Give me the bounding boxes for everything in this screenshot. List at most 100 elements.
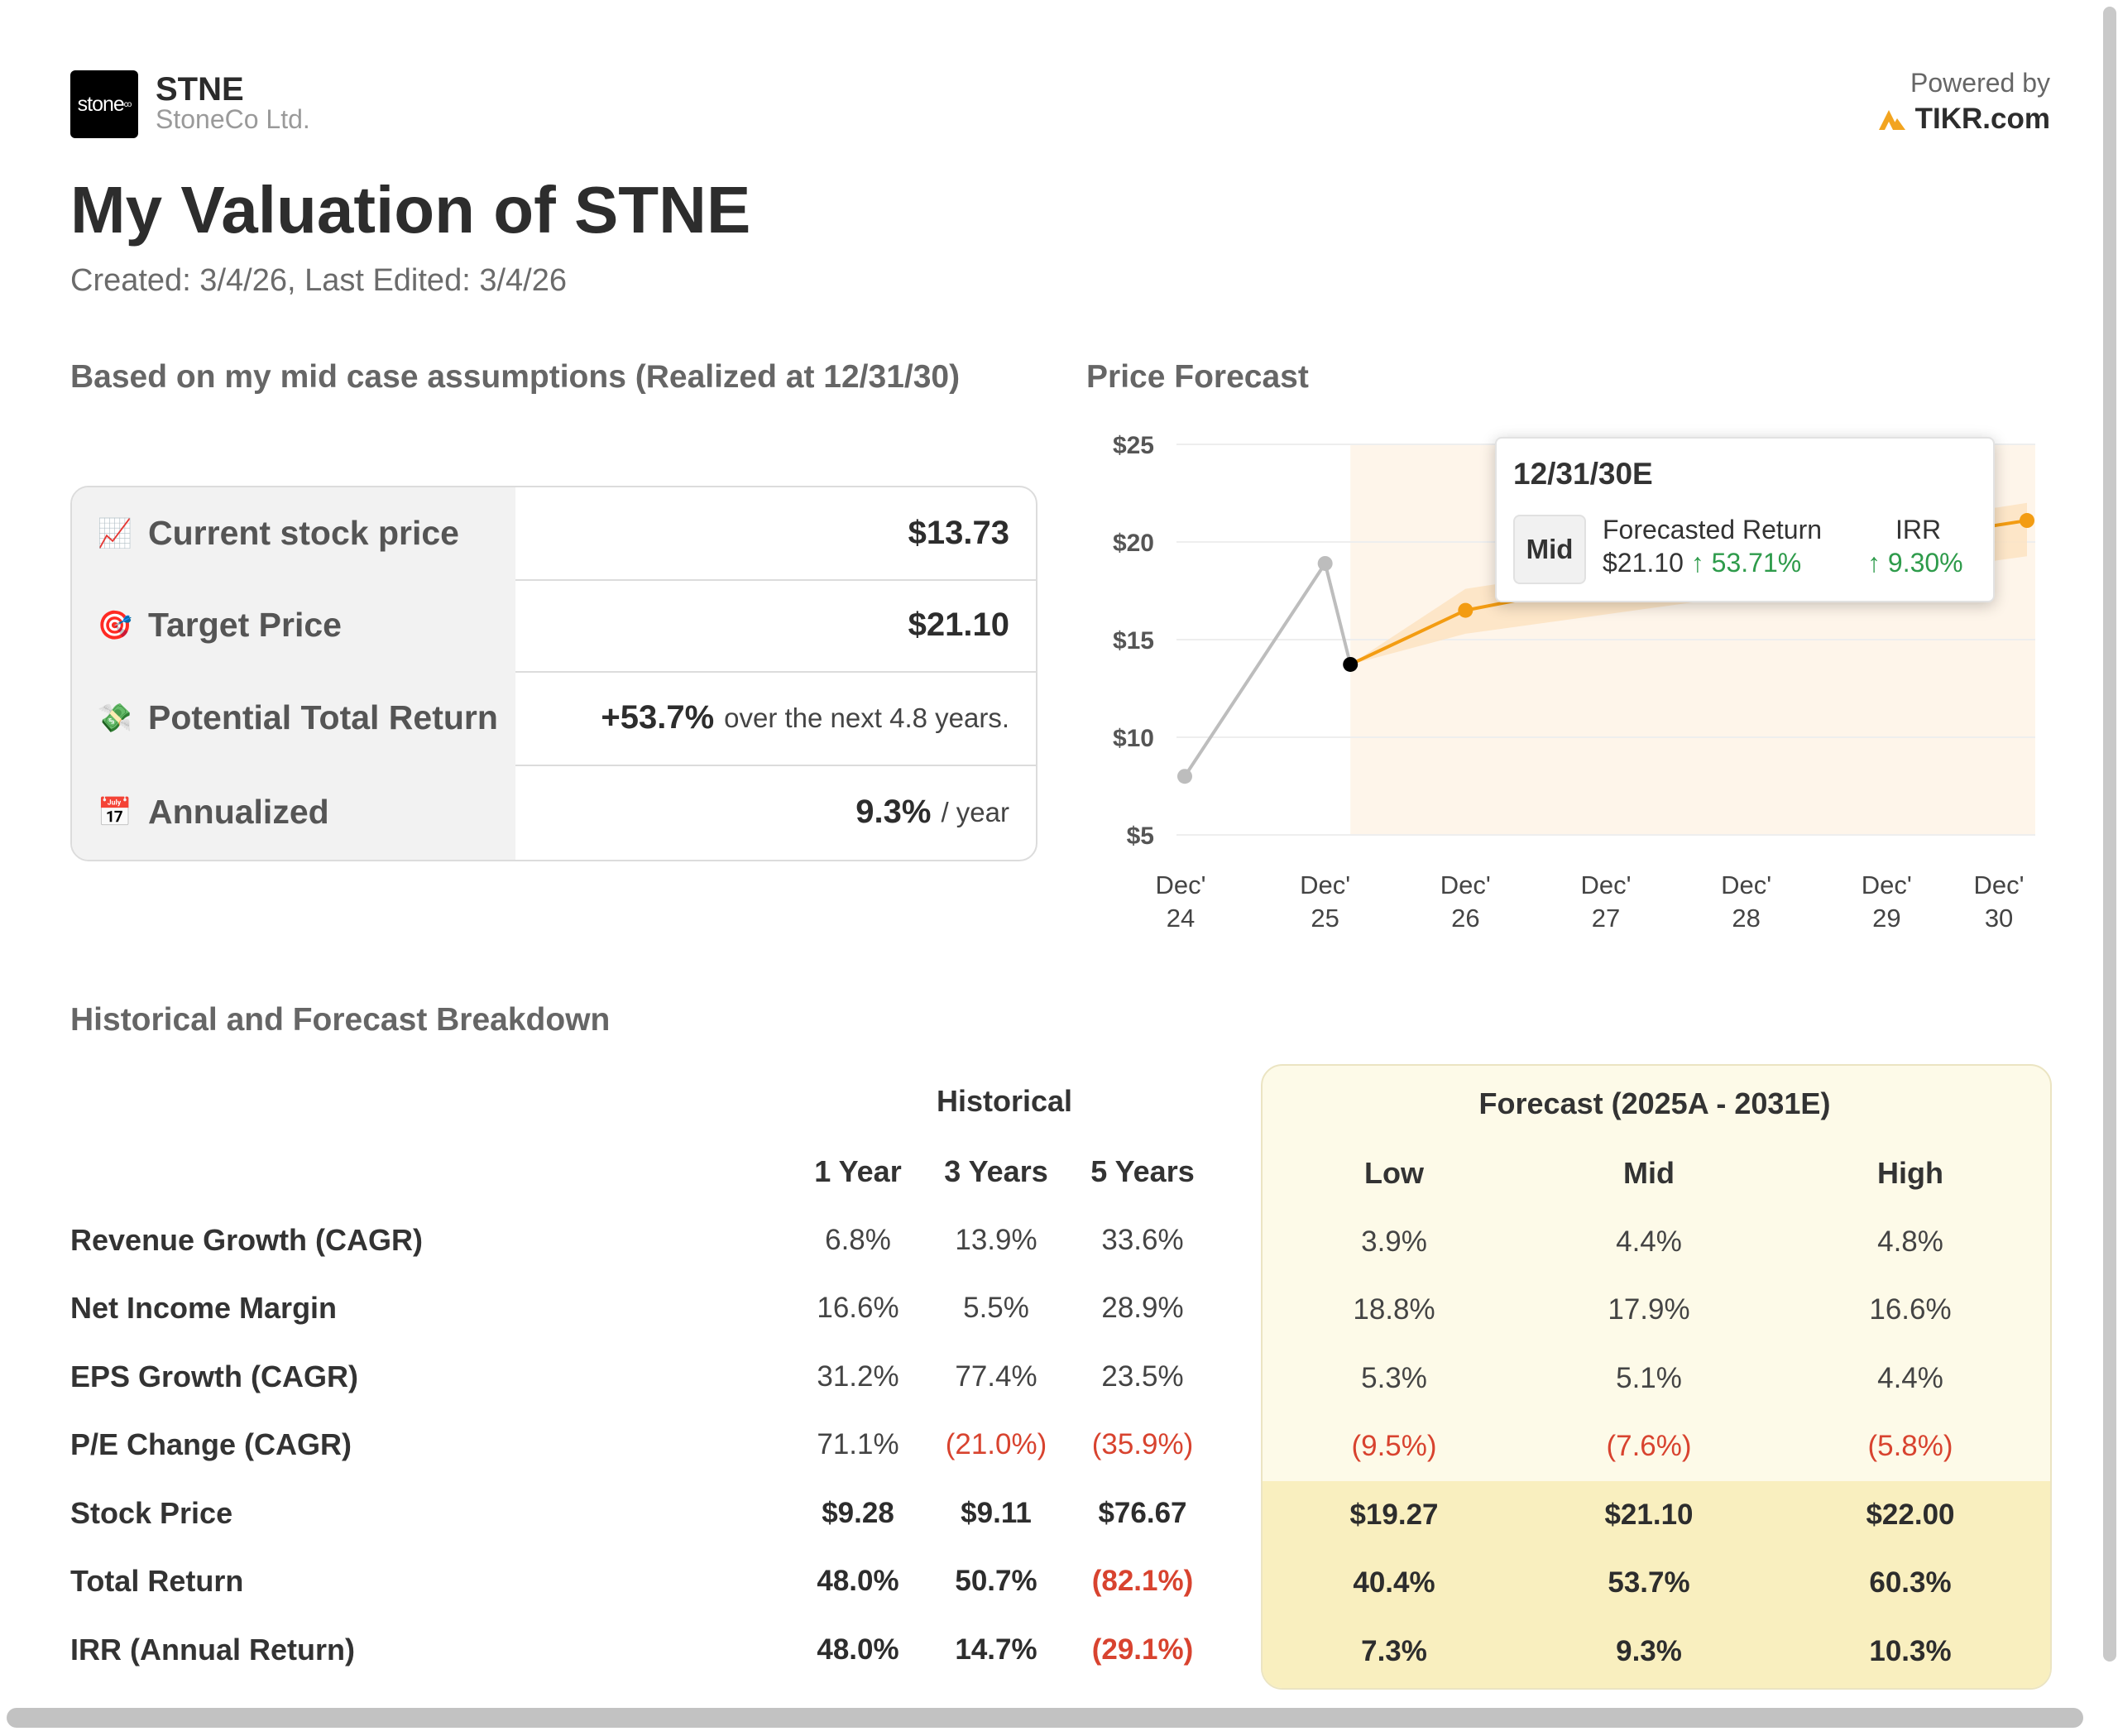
x-tick-label: Dec' [1300,870,1350,899]
summary-value: 9.3% [855,794,932,830]
table-cell-historical: 50.7% [955,1565,1037,1597]
summary-value: +53.7% [601,699,715,736]
tikr-brand-text: TIKR.com [1914,103,2050,135]
y-tick-label: $20 [1113,530,1154,557]
x-tick-label: Dec' [1721,870,1771,899]
company-name: StoneCo Ltd. [156,104,310,134]
forecast-panel [1261,1064,2052,1690]
table-cell-forecast: $21.10 [1604,1499,1694,1531]
table-cell-historical: 28.9% [1101,1292,1184,1324]
x-tick-label: Dec' [1440,870,1491,899]
table-cell-historical: (21.0%) [945,1428,1047,1460]
x-tick-label: 29 [1872,904,1900,933]
summary-card: 📈 Current stock price $13.73 🎯 Target Pric… [70,486,1037,861]
table-cell-forecast: 40.4% [1353,1566,1435,1599]
table-cell-historical: 48.0% [817,1633,899,1666]
summary-row-current-price: 📈 Current stock price $13.73 [72,487,1036,581]
x-tick-label: Dec' [1155,870,1205,899]
y-tick-label: $15 [1113,627,1154,655]
table-cell-historical: 5.5% [963,1292,1029,1324]
current-price-point [1343,656,1358,672]
target-icon: 🎯 [97,609,133,641]
summary-label: Potential Total Return [148,698,498,736]
forecast-panel-highlight [1263,1481,2050,1688]
table-row-label: Stock Price [70,1496,233,1530]
table-cell-forecast: 4.8% [1877,1225,1943,1258]
table-cell-forecast: 18.8% [1353,1293,1435,1326]
y-tick-label: $5 [1127,822,1154,850]
table-row-label: Net Income Margin [70,1291,338,1325]
x-tick-label: 30 [1985,904,2013,933]
summary-suffix: over the next 4.8 years. [724,702,1009,733]
table-cell-forecast: 60.3% [1869,1566,1952,1599]
table-cell-historical: 71.1% [817,1428,899,1460]
table-cell-historical: $9.11 [961,1497,1032,1529]
historical-line [1183,559,1353,778]
table-cell-historical: $76.67 [1098,1497,1187,1529]
summary-row-total-return: 💸 Potential Total Return +53.7% over the n… [72,671,1036,766]
forecast-col-header: Low [1364,1156,1424,1190]
forecast-col-header: High [1877,1156,1943,1190]
summary-label: Target Price [148,606,342,644]
historical-point [1317,555,1333,571]
table-cell-historical: 14.7% [955,1633,1037,1666]
table-cell-historical: (82.1%) [1091,1565,1194,1597]
table-cell-forecast: 9.3% [1616,1635,1682,1667]
powered-by-label: Powered by [1910,68,2050,98]
tooltip-irr-value: ↑ 9.30% [1867,548,1963,578]
table-cell-forecast: 17.9% [1608,1293,1690,1326]
x-tick-label: 28 [1732,904,1760,933]
table-cell-historical: (29.1%) [1091,1633,1194,1666]
y-tick-label: $25 [1113,432,1154,459]
table-row-label: Total Return [70,1564,244,1598]
table-cell-forecast: (9.5%) [1351,1430,1437,1462]
table-cell-forecast: 7.3% [1361,1635,1427,1667]
table-cell-historical: 48.0% [817,1565,899,1597]
table-cell-forecast: 3.9% [1361,1225,1427,1258]
table-cell-forecast: 4.4% [1616,1225,1682,1258]
company-logo: stone co [70,70,138,138]
price-forecast-heading: Price Forecast [1086,359,1309,395]
tikr-brand-link[interactable]: TIKR.com [1877,103,2050,136]
x-tick-label: 26 [1451,904,1479,933]
vertical-scrollbar[interactable] [2103,7,2116,1662]
created-edited-dates: Created: 3/4/26, Last Edited: 3/4/26 [70,263,567,298]
table-row-label: EPS Growth (CAGR) [70,1360,358,1393]
table-row-label: IRR (Annual Return) [70,1633,355,1666]
table-cell-forecast: 16.6% [1869,1293,1952,1326]
tikr-logo-icon [1878,110,1905,130]
table-cell-forecast: (5.8%) [1867,1430,1953,1462]
historical-point [1177,769,1192,784]
summary-suffix: / year [941,796,1009,827]
table-cell-historical: (35.9%) [1091,1428,1194,1460]
ticker-symbol: STNE [156,71,244,108]
table-cell-historical: 31.2% [817,1360,899,1393]
summary-row-target-price: 🎯 Target Price $21.10 [72,579,1036,673]
logo-sup: co [123,99,132,109]
historical-col-header: 1 Year [814,1154,902,1188]
horizontal-scrollbar[interactable] [7,1708,2083,1728]
x-tick-label: 27 [1592,904,1620,933]
x-tick-label: 24 [1167,904,1195,933]
table-cell-forecast: $22.00 [1866,1499,1955,1531]
forecast-point [2020,513,2034,529]
historical-col-header: 5 Years [1090,1154,1195,1188]
summary-label: Current stock price [148,514,459,552]
forecast-col-header: Mid [1623,1156,1675,1190]
table-cell-historical: 33.6% [1101,1224,1184,1256]
breakdown-heading: Historical and Forecast Breakdown [70,1002,611,1038]
summary-row-annualized: 📅 Annualized 9.3% / year [72,765,1036,860]
x-tick-label: 25 [1311,904,1339,933]
x-tick-label: Dec' [1974,870,2025,899]
tooltip-case-badge: Mid [1513,515,1586,584]
table-cell-forecast: 5.3% [1361,1362,1427,1394]
y-tick-label: $10 [1113,725,1154,752]
table-cell-forecast: $19.27 [1349,1499,1439,1531]
historical-col-header: 3 Years [944,1154,1048,1188]
tooltip-irr-label: IRR [1895,515,1942,544]
x-tick-label: Dec' [1580,870,1631,899]
forecast-group-header: Forecast (2025A - 2031E) [1478,1086,1831,1120]
tooltip-return-change: ↑ 53.71% [1690,548,1802,578]
x-tick-label: Dec' [1862,870,1912,899]
table-cell-historical: 6.8% [825,1224,891,1256]
